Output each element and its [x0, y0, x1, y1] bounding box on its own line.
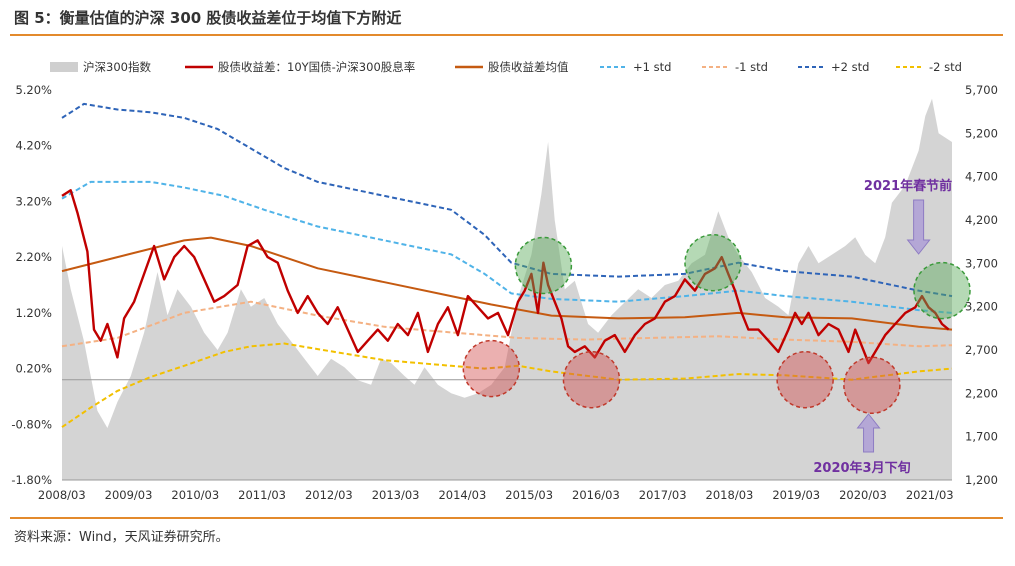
- x-tick-label: 2018/03: [706, 488, 754, 502]
- y-right-tick-label: 1,200: [965, 473, 998, 487]
- x-tick-label: 2010/03: [171, 488, 219, 502]
- x-tick-label: 2015/03: [505, 488, 553, 502]
- series-line: [61, 102, 953, 298]
- series-lines: [61, 102, 953, 428]
- annotation-spring-festival: 2021年春节前: [864, 178, 952, 194]
- figure-title: 图 5：衡量估值的沪深 300 股债收益差位于均值下方附近: [14, 9, 402, 27]
- y-right-tick-label: 2,200: [965, 386, 998, 400]
- y-left-tick-label: 1.20%: [15, 306, 52, 320]
- legend-label: +1 std: [633, 60, 671, 74]
- legend-label: 股债收益差均值: [488, 60, 569, 74]
- series-line: [61, 342, 953, 428]
- series-line: [61, 300, 953, 348]
- y-left-tick-label: 2.20%: [15, 250, 52, 264]
- low-highlight-circle: [562, 350, 621, 409]
- index-area-path: [62, 98, 952, 480]
- y-right-tick-label: 3,200: [965, 300, 998, 314]
- y-left-tick-label: -1.80%: [11, 473, 52, 487]
- x-tick-label: 2019/03: [772, 488, 820, 502]
- x-tick-label: 2021/03: [906, 488, 954, 502]
- series-line: [61, 189, 950, 365]
- x-tick-label: 2011/03: [238, 488, 286, 502]
- y-left-tick-label: 5.20%: [15, 83, 52, 97]
- y-left-tick-label: 4.20%: [15, 139, 52, 153]
- high-highlight-circle: [684, 233, 742, 292]
- low-highlight-circle: [776, 350, 834, 409]
- top-rule: [10, 34, 1003, 36]
- x-tick-label: 2012/03: [305, 488, 353, 502]
- y-left-tick-label: -0.80%: [11, 417, 52, 431]
- highlight-circles: [462, 233, 971, 415]
- x-tick-label: 2013/03: [372, 488, 420, 502]
- arrow-up-icon: [856, 413, 881, 453]
- y-right-tick-label: 4,200: [965, 213, 998, 227]
- series-line: [61, 180, 953, 314]
- axes: 2008/03 2009/03 2010/03 2011/03 2012/03 2013/…: [11, 83, 998, 502]
- y-left-tick-label: 0.20%: [15, 362, 52, 376]
- x-tick-label: 2008/03: [38, 488, 86, 502]
- legend-label: 沪深300指数: [83, 60, 151, 74]
- x-tick-label: 2009/03: [105, 488, 153, 502]
- legend-label: +2 std: [831, 60, 869, 74]
- source-note: 资料来源：Wind，天风证券研究所。: [14, 530, 229, 545]
- arrow-down-icon: [906, 199, 931, 255]
- high-highlight-circle: [913, 261, 971, 320]
- y-right-tick-label: 5,700: [965, 83, 998, 97]
- low-highlight-circle: [843, 356, 901, 415]
- y-right-tick-label: 4,700: [965, 170, 998, 184]
- y-left-tick-label: 3.20%: [15, 194, 52, 208]
- y-right-tick-label: 3,700: [965, 256, 998, 270]
- annotations: 2021年春节前 2020年3月下旬: [813, 178, 952, 476]
- series-line: [61, 236, 953, 331]
- x-tick-label: 2020/03: [839, 488, 887, 502]
- y-right-tick-label: 1,700: [965, 430, 998, 444]
- legend-label: -2 std: [929, 60, 962, 74]
- legend-label: -1 std: [735, 60, 768, 74]
- legend: 沪深300指数 股债收益差：10Y国债-沪深300股息率 股债收益差均值 +1 std…: [50, 60, 962, 74]
- high-highlight-circle: [514, 236, 573, 295]
- x-tick-label: 2017/03: [639, 488, 687, 502]
- y-right-tick-label: 5,200: [965, 126, 998, 140]
- x-tick-label: 2014/03: [438, 488, 486, 502]
- index-area: [62, 98, 952, 480]
- y-right-tick-label: 2,700: [965, 343, 998, 357]
- annotation-march-2020: 2020年3月下旬: [813, 460, 910, 476]
- x-tick-label: 2016/03: [572, 488, 620, 502]
- bottom-rule: [10, 517, 1003, 519]
- low-highlight-circle: [462, 339, 521, 398]
- legend-label: 股债收益差：10Y国债-沪深300股息率: [218, 60, 415, 74]
- legend-swatch-area: [50, 62, 78, 72]
